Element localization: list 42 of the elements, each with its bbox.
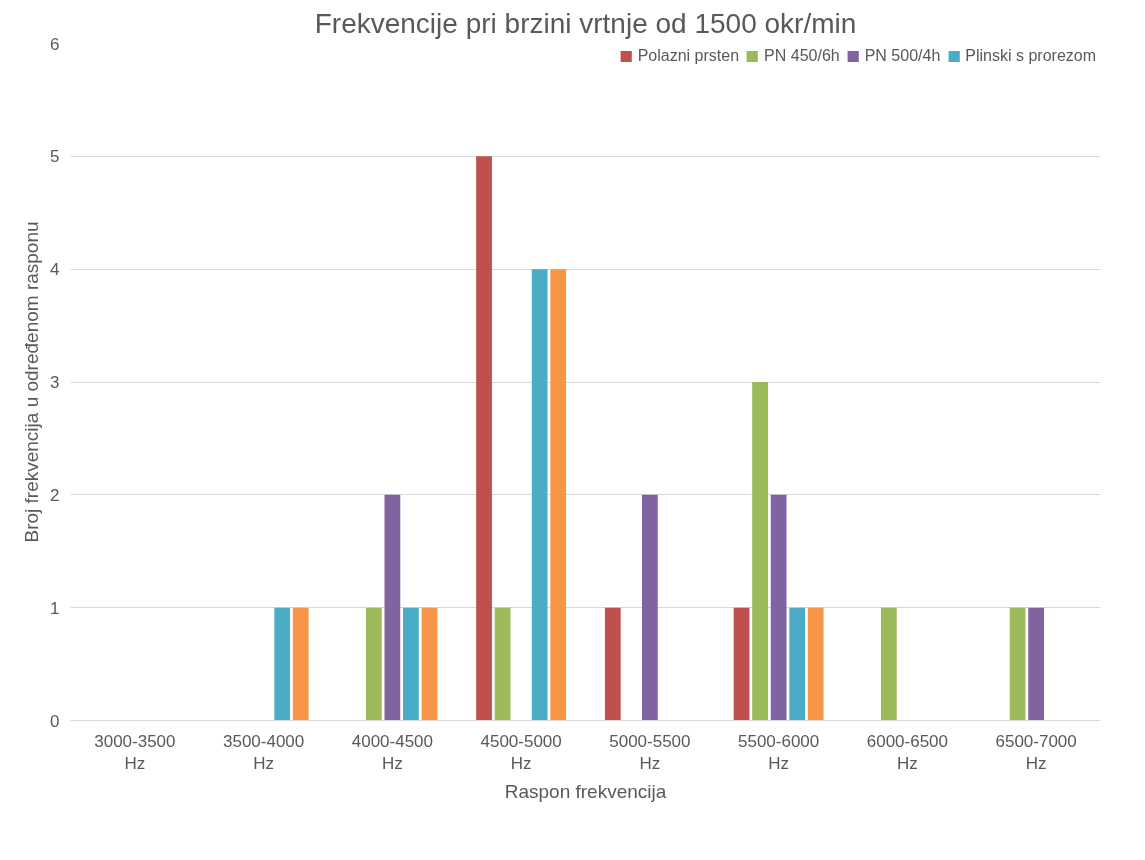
legend-label: Plinski s prorezom bbox=[965, 47, 1096, 65]
bar bbox=[421, 607, 438, 721]
bar bbox=[733, 607, 750, 721]
bar bbox=[403, 607, 419, 721]
bar bbox=[789, 607, 806, 721]
bar bbox=[604, 607, 621, 721]
x-tick-label: 3500-4000 Hz bbox=[222, 731, 305, 774]
x-tick-label: 6500-7000 Hz bbox=[995, 731, 1077, 774]
bar bbox=[770, 494, 787, 721]
y-tick-label: 0 bbox=[50, 711, 60, 731]
x-tick-label: 3000-3500 Hz bbox=[94, 731, 176, 774]
bar bbox=[1028, 607, 1044, 721]
x-axis-title: Raspon frekvencija bbox=[504, 781, 667, 803]
x-tick-label: 4000-4500 Hz bbox=[351, 731, 434, 774]
x-tick-label: 5500-6000 Hz bbox=[737, 731, 820, 774]
y-tick-label: 5 bbox=[50, 147, 60, 167]
bar bbox=[274, 607, 291, 721]
bar bbox=[531, 269, 548, 721]
legend-label: PN 450/6h bbox=[764, 47, 840, 65]
bar bbox=[476, 156, 492, 721]
x-tick-label: 6000-6500 Hz bbox=[866, 731, 949, 774]
y-tick-label: 2 bbox=[50, 485, 60, 505]
bar bbox=[880, 607, 897, 721]
bar bbox=[752, 382, 768, 721]
y-tick-label: 1 bbox=[50, 598, 60, 618]
bar bbox=[807, 607, 824, 721]
bar bbox=[550, 269, 567, 721]
y-tick-label: 6 bbox=[50, 34, 60, 54]
chart-title: Frekvencije pri brzini vrtnje od 1500 okr/min bbox=[314, 7, 857, 39]
bar bbox=[365, 607, 382, 721]
legend-label: Polazni prsten bbox=[637, 47, 740, 65]
bar bbox=[384, 494, 401, 721]
y-tick-label: 3 bbox=[50, 373, 60, 392]
bar bbox=[494, 607, 511, 721]
y-tick-label: 4 bbox=[50, 260, 60, 280]
bar bbox=[1009, 607, 1026, 721]
x-tick-label: 5000-5500 Hz bbox=[609, 731, 691, 774]
bar bbox=[292, 607, 309, 721]
x-tick-label: 4500-5000 Hz bbox=[480, 731, 562, 774]
y-axis-title: Broj frekvencija u određenom rasponu bbox=[21, 221, 43, 543]
bar bbox=[642, 494, 658, 721]
legend-label: PN 500/4h bbox=[864, 47, 941, 65]
